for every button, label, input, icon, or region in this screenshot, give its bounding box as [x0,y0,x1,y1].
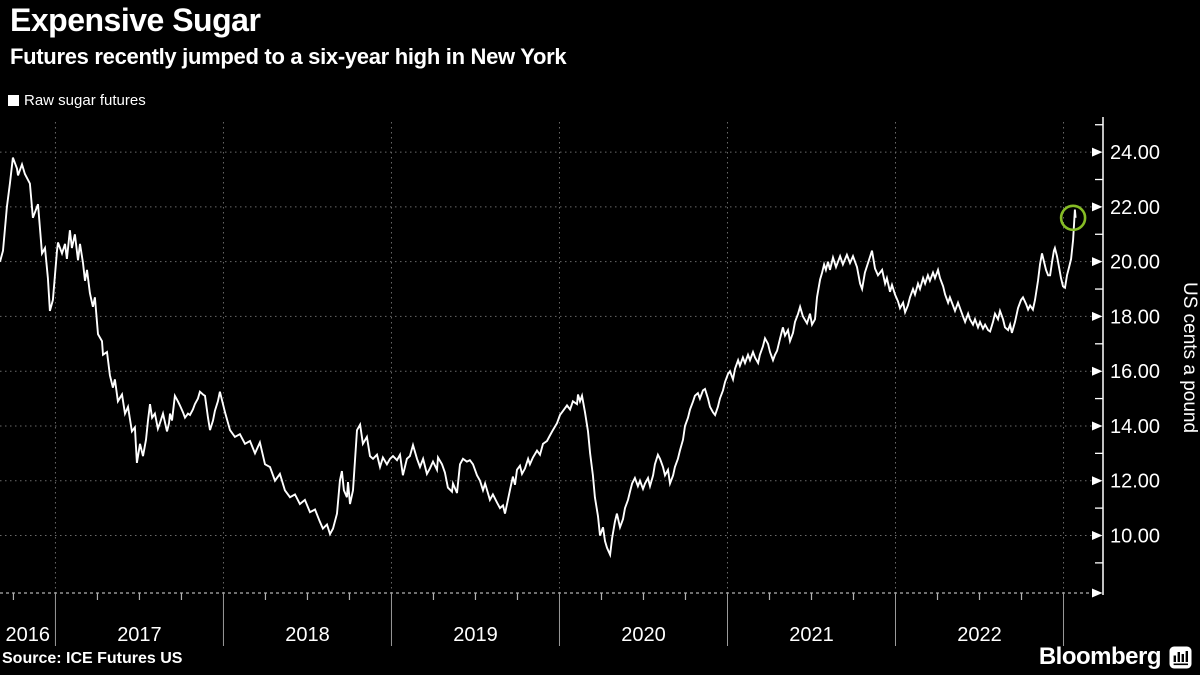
y-major-tick-arrow [1092,530,1103,540]
bloomberg-brand: Bloomberg [1039,643,1192,671]
x-tick-label: 2016 [5,624,50,646]
page-subtitle: Futures recently jumped to a six-year hi… [10,44,567,69]
y-tick-label: 18.00 [1110,306,1160,328]
chart-legend: Raw sugar futures [8,92,146,109]
y-major-tick-arrow [1092,202,1103,212]
x-tick-label: 2020 [621,624,666,646]
y-tick-label: 12.00 [1110,471,1160,493]
x-tick-label: 2021 [789,624,834,646]
y-tick-label: 24.00 [1110,142,1160,164]
legend-square-marker [8,95,19,106]
y-tick-label: 14.00 [1110,416,1160,438]
y-tick-label: 20.00 [1110,252,1160,274]
page-title: Expensive Sugar [10,2,261,38]
x-tick-label: 2017 [117,624,162,646]
y-major-tick-arrow [1092,421,1103,431]
legend-label: Raw sugar futures [24,92,146,109]
x-axis-arrow [1092,588,1103,598]
y-tick-label: 16.00 [1110,361,1160,383]
y-major-tick-arrow [1092,147,1103,157]
bloomberg-wordmark: Bloomberg [1038,643,1162,670]
bloomberg-terminal-icon [1169,646,1192,668]
y-major-tick-arrow [1092,311,1103,321]
source-attribution: Source: ICE Futures US [2,650,183,667]
y-axis-title: US cents a pound [1179,282,1200,433]
y-tick-label: 10.00 [1110,525,1160,547]
y-major-tick-arrow [1092,257,1103,267]
y-major-tick-arrow [1092,476,1103,486]
highlight-circle [1059,204,1087,232]
x-tick-label: 2018 [285,624,330,646]
y-major-tick-arrow [1092,366,1103,376]
x-tick-label: 2022 [957,624,1002,646]
y-tick-label: 22.00 [1110,197,1160,219]
x-tick-label: 2019 [453,624,498,646]
price-line [0,157,1077,559]
